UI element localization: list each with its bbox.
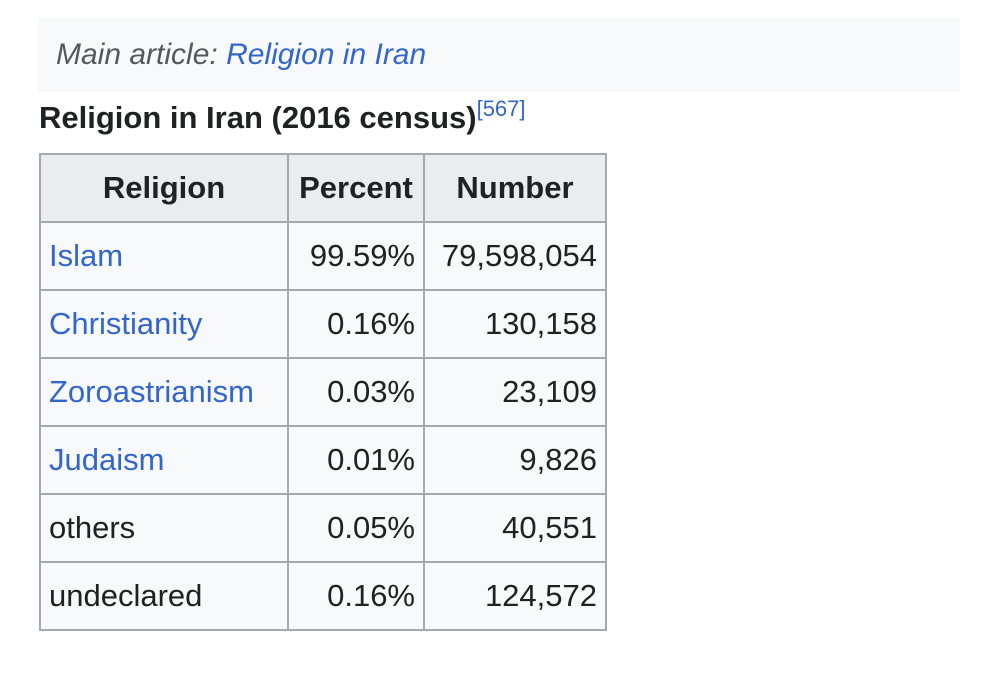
hatnote-prefix: Main article:: [56, 38, 227, 71]
percent-cell: 0.16%: [287, 289, 425, 359]
religion-cell: undeclared: [39, 561, 289, 631]
religion-link-islam[interactable]: Islam: [49, 238, 124, 273]
table-row: undeclared 0.16% 124,572: [39, 561, 607, 631]
citation-link[interactable]: [567]: [476, 96, 526, 121]
hatnote: Main article: Religion in Iran: [38, 18, 960, 94]
table-row: others 0.05% 40,551: [39, 493, 607, 563]
number-cell: 9,826: [423, 425, 607, 495]
hatnote-text: Main article: Religion in Iran: [56, 38, 426, 72]
header-religion: Religion: [39, 153, 289, 223]
table-row: Zoroastrianism 0.03% 23,109: [39, 357, 607, 427]
percent-cell: 0.16%: [287, 561, 425, 631]
religion-link-christianity[interactable]: Christianity: [49, 306, 203, 341]
religion-label-undeclared: undeclared: [49, 578, 203, 613]
percent-cell: 0.05%: [287, 493, 425, 563]
table-header-row: Religion Percent Number: [39, 153, 607, 223]
number-cell: 79,598,054: [423, 221, 607, 291]
number-cell: 130,158: [423, 289, 607, 359]
religion-link-judaism[interactable]: Judaism: [49, 442, 165, 477]
table-row: Islam 99.59% 79,598,054: [39, 221, 607, 291]
header-percent: Percent: [287, 153, 425, 223]
table-row: Judaism 0.01% 9,826: [39, 425, 607, 495]
religion-link-zoroastrianism[interactable]: Zoroastrianism: [49, 374, 254, 409]
main-article-link[interactable]: Religion in Iran: [226, 38, 427, 71]
table-caption: Religion in Iran (2016 census)[567]: [39, 96, 526, 136]
number-cell: 124,572: [423, 561, 607, 631]
percent-cell: 0.03%: [287, 357, 425, 427]
number-cell: 23,109: [423, 357, 607, 427]
religion-label-others: others: [49, 510, 136, 545]
table-row: Christianity 0.16% 130,158: [39, 289, 607, 359]
number-cell: 40,551: [423, 493, 607, 563]
header-number: Number: [423, 153, 607, 223]
caption-title: Religion in Iran (2016 census): [39, 100, 477, 135]
religion-table: Religion Percent Number Islam 99.59% 79,…: [39, 153, 607, 631]
religion-cell: others: [39, 493, 289, 563]
percent-cell: 99.59%: [287, 221, 425, 291]
percent-cell: 0.01%: [287, 425, 425, 495]
religion-cell: Christianity: [39, 289, 289, 359]
religion-cell: Judaism: [39, 425, 289, 495]
religion-cell: Zoroastrianism: [39, 357, 289, 427]
religion-cell: Islam: [39, 221, 289, 291]
